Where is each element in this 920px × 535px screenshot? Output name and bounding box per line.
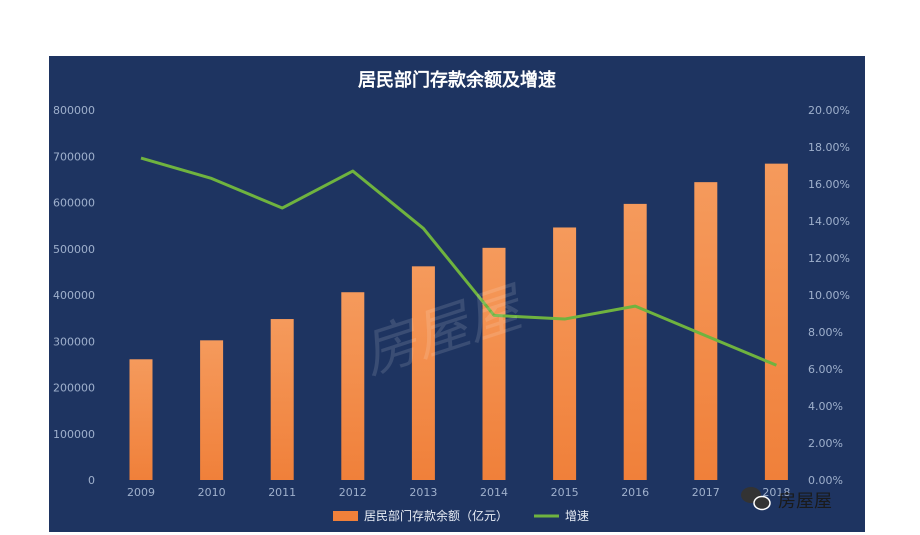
legend-bar-swatch	[333, 511, 358, 521]
x-tick-label: 2011	[268, 486, 296, 499]
x-tick-label: 2016	[621, 486, 649, 499]
right-tick-label: 12.00%	[808, 252, 850, 265]
right-tick-label: 16.00%	[808, 178, 850, 191]
bar	[200, 340, 224, 480]
chart-panel	[49, 56, 865, 532]
brand-name: 房屋屋	[778, 491, 832, 512]
right-tick-label: 14.00%	[808, 215, 850, 228]
left-tick-label: 200000	[53, 382, 95, 395]
right-tick-label: 4.00%	[808, 400, 843, 413]
legend-line-label: 增速	[565, 509, 589, 523]
bar	[129, 359, 153, 480]
right-tick-label: 0.00%	[808, 474, 843, 487]
x-tick-label: 2010	[198, 486, 226, 499]
bar	[482, 247, 506, 480]
bar	[764, 163, 788, 480]
right-tick-label: 20.00%	[808, 104, 850, 117]
x-tick-label: 2012	[339, 486, 367, 499]
left-tick-label: 500000	[53, 243, 95, 256]
left-tick-label: 400000	[53, 289, 95, 302]
legend: 居民部门存款余额（亿元） 增速	[333, 508, 589, 523]
wechat-icon	[741, 487, 771, 511]
left-tick-label: 300000	[53, 335, 95, 348]
brand-mark: 房屋屋	[741, 487, 832, 512]
right-tick-label: 2.00%	[808, 437, 843, 450]
x-tick-label: 2017	[692, 486, 720, 499]
legend-bar-label: 居民部门存款余额（亿元）	[364, 508, 508, 523]
right-tick-label: 8.00%	[808, 326, 843, 339]
bar	[694, 182, 718, 480]
left-tick-label: 700000	[53, 150, 95, 163]
left-tick-label: 800000	[53, 104, 95, 117]
bar	[411, 266, 435, 480]
x-tick-label: 2014	[480, 486, 508, 499]
bar	[341, 292, 365, 480]
bar-series	[129, 163, 788, 480]
left-tick-label: 0	[88, 474, 95, 487]
x-tick-label: 2013	[409, 486, 437, 499]
left-tick-label: 600000	[53, 197, 95, 210]
left-tick-label: 100000	[53, 428, 95, 441]
right-tick-label: 18.00%	[808, 141, 850, 154]
right-tick-label: 10.00%	[808, 289, 850, 302]
x-axis: 2009 2010 2011 2012 2013 2014 2015 2016 2017 2018	[127, 486, 790, 499]
chart-title: 居民部门存款余额及增速	[358, 69, 556, 91]
right-tick-label: 6.00%	[808, 363, 843, 376]
bar	[270, 319, 294, 480]
bar	[553, 227, 577, 480]
bar	[623, 203, 647, 480]
left-axis: 800000 700000 600000 500000 400000 300000 2000…	[53, 104, 95, 487]
x-tick-label: 2009	[127, 486, 155, 499]
x-tick-label: 2018	[762, 486, 790, 499]
x-tick-label: 2015	[551, 486, 579, 499]
watermark: 房屋屋	[355, 275, 533, 387]
right-axis: 20.00% 18.00% 16.00% 14.00% 12.00% 10.00% 8.00…	[808, 104, 850, 487]
growth-line	[140, 156, 777, 367]
